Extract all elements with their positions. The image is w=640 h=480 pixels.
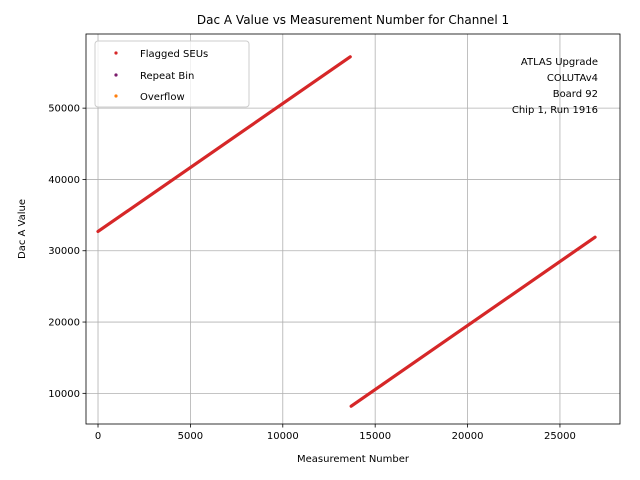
annotation-line-3: Board 92 xyxy=(553,89,598,100)
annotation-line-2: COLUTAv4 xyxy=(547,73,598,84)
legend-marker-overflow xyxy=(114,94,118,98)
y-axis-label: Dac A Value xyxy=(17,199,28,259)
y-tick-label: 40000 xyxy=(48,175,80,186)
legend-marker-flagged-seus xyxy=(114,51,118,55)
y-tick-label: 20000 xyxy=(48,318,80,329)
run-annotation: ATLAS Upgrade COLUTAv4 Board 92 Chip 1, … xyxy=(512,57,598,116)
series-points-flagged-seus xyxy=(96,55,352,234)
x-tick-label: 0 xyxy=(95,431,101,442)
x-axis-label: Measurement Number xyxy=(297,454,410,465)
series-points-flagged-seus xyxy=(349,235,597,408)
y-tick-label: 10000 xyxy=(48,389,80,400)
x-tick-label: 5000 xyxy=(178,431,203,442)
legend-label-flagged-seus: Flagged SEUs xyxy=(140,49,208,60)
y-tick-label: 50000 xyxy=(48,104,80,115)
data-points xyxy=(96,55,597,408)
x-tick-label: 15000 xyxy=(359,431,391,442)
legend: Flagged SEUs Repeat Bin Overflow xyxy=(94,40,250,108)
x-tick-label: 25000 xyxy=(544,431,576,442)
grid-lines xyxy=(86,34,620,424)
legend-marker-repeat-bin xyxy=(114,73,118,77)
x-tick-label: 20000 xyxy=(452,431,484,442)
chart-title: Dac A Value vs Measurement Number for Ch… xyxy=(197,13,509,27)
legend-box xyxy=(94,40,250,108)
x-tick-label: 10000 xyxy=(267,431,299,442)
axis-ticks: 0 5000 10000 15000 20000 25000 10000 20000 30000… xyxy=(48,104,576,442)
annotation-line-1: ATLAS Upgrade xyxy=(521,57,598,68)
legend-label-repeat-bin: Repeat Bin xyxy=(140,71,194,82)
plot-frame xyxy=(85,33,621,425)
annotation-line-4: Chip 1, Run 1916 xyxy=(512,105,598,116)
y-tick-label: 30000 xyxy=(48,246,80,257)
legend-label-overflow: Overflow xyxy=(140,92,185,103)
